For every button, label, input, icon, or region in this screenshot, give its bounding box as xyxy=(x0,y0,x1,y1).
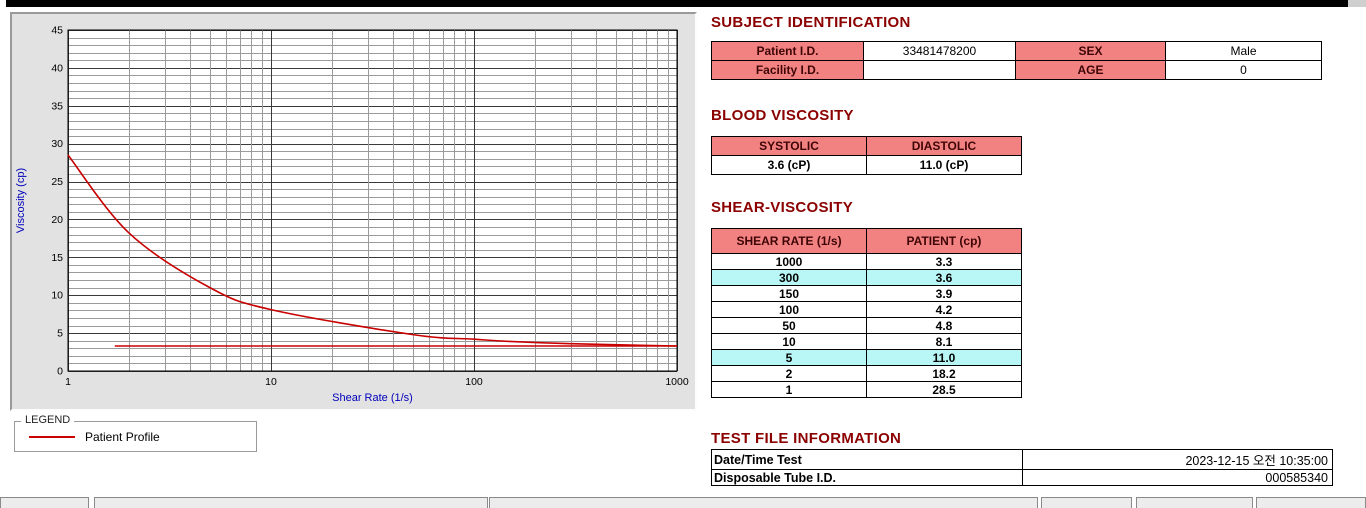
table-row: 2 18.2 xyxy=(711,365,1022,382)
bottom-button-fragment[interactable] xyxy=(1256,497,1366,508)
diastolic-header: DIASTOLIC xyxy=(866,136,1022,156)
table-row: 10 8.1 xyxy=(711,333,1022,350)
patient-id-value: 33481478200 xyxy=(863,41,1016,61)
test-file-information-table: Date/Time Test 2023-12-15 오전 10:35:00 Di… xyxy=(711,449,1333,486)
legend-line xyxy=(29,435,75,438)
legend-entry-label: Patient Profile xyxy=(85,429,160,444)
svg-text:20: 20 xyxy=(51,214,63,226)
table-row: 1000 3.3 xyxy=(711,253,1022,270)
viscosity-cell: 11.0 xyxy=(866,349,1022,366)
svg-text:35: 35 xyxy=(51,100,63,112)
chart-panel: 0 5 10 15 20 25 30 35 40 45 1 10 100 1000 Shear Rate (… xyxy=(10,12,697,411)
viscosity-cell: 28.5 xyxy=(866,381,1022,398)
shear-rate-cell: 300 xyxy=(711,269,867,286)
bottom-panel-fragment[interactable] xyxy=(94,497,488,508)
bottom-button-fragment[interactable] xyxy=(1136,497,1253,508)
subject-identification-title: SUBJECT IDENTIFICATION xyxy=(711,14,911,31)
age-value: 0 xyxy=(1165,60,1322,80)
systolic-header: SYSTOLIC xyxy=(711,136,867,156)
table-row: 3.6 (cP) 11.0 (cP) xyxy=(711,155,1022,175)
svg-text:1: 1 xyxy=(65,376,71,388)
table-row: Patient I.D. 33481478200 SEX Male xyxy=(711,41,1322,61)
shear-rate-cell: 2 xyxy=(711,365,867,382)
table-row: Disposable Tube I.D. 000585340 xyxy=(711,469,1333,486)
table-row: Facility I.D. AGE 0 xyxy=(711,60,1322,80)
subject-identification-table: Patient I.D. 33481478200 SEX Male Facili… xyxy=(711,41,1322,80)
window-top-corner xyxy=(1348,0,1366,7)
blood-viscosity-title: BLOOD VISCOSITY xyxy=(711,107,854,124)
viscosity-cell: 3.6 xyxy=(866,269,1022,286)
svg-text:45: 45 xyxy=(51,25,63,37)
svg-text:5: 5 xyxy=(57,328,63,340)
table-row: SYSTOLIC DIASTOLIC xyxy=(711,136,1022,156)
viscosity-cell: 8.1 xyxy=(866,333,1022,350)
viscosity-chart: 0 5 10 15 20 25 30 35 40 45 1 10 100 1000 Shear Rate (… xyxy=(15,25,689,405)
facility-id-label: Facility I.D. xyxy=(711,60,864,80)
svg-text:15: 15 xyxy=(51,252,63,264)
patient-cp-header: PATIENT (cp) xyxy=(866,228,1022,254)
shear-rate-cell: 100 xyxy=(711,301,867,318)
bottom-button-fragment[interactable] xyxy=(1041,497,1132,508)
svg-text:40: 40 xyxy=(51,62,63,74)
viscosity-cell: 4.2 xyxy=(866,301,1022,318)
tube-id-label: Disposable Tube I.D. xyxy=(711,469,1023,486)
date-time-label: Date/Time Test xyxy=(711,449,1023,470)
svg-text:10: 10 xyxy=(51,290,63,302)
legend-box: LEGEND Patient Profile xyxy=(14,414,257,452)
table-row: Date/Time Test 2023-12-15 오전 10:35:00 xyxy=(711,449,1333,470)
table-row: 150 3.9 xyxy=(711,285,1022,302)
facility-id-value xyxy=(863,60,1016,80)
diastolic-value: 11.0 (cP) xyxy=(866,155,1022,175)
svg-text:100: 100 xyxy=(465,376,483,388)
shear-viscosity-table: SHEAR RATE (1/s) PATIENT (cp) 1000 3.3 3… xyxy=(711,228,1022,398)
patient-id-label: Patient I.D. xyxy=(711,41,864,61)
age-label: AGE xyxy=(1015,60,1166,80)
sex-value: Male xyxy=(1165,41,1322,61)
table-row: 100 4.2 xyxy=(711,301,1022,318)
shear-rate-cell: 150 xyxy=(711,285,867,302)
shear-rate-cell: 50 xyxy=(711,317,867,334)
legend-title: LEGEND xyxy=(21,414,75,426)
viscosity-cell: 3.3 xyxy=(866,253,1022,270)
blood-viscosity-table: SYSTOLIC DIASTOLIC 3.6 (cP) 11.0 (cP) xyxy=(711,136,1022,175)
shear-rate-cell: 1 xyxy=(711,381,867,398)
table-row: 5 11.0 xyxy=(711,349,1022,366)
date-time-value: 2023-12-15 오전 10:35:00 xyxy=(1022,449,1333,470)
shear-rate-cell: 1000 xyxy=(711,253,867,270)
svg-text:30: 30 xyxy=(51,138,63,150)
table-row: 50 4.8 xyxy=(711,317,1022,334)
viscosity-cell: 4.8 xyxy=(866,317,1022,334)
shear-viscosity-title: SHEAR-VISCOSITY xyxy=(711,199,854,216)
viscosity-cell: 3.9 xyxy=(866,285,1022,302)
tube-id-value: 000585340 xyxy=(1022,469,1333,486)
svg-text:Viscosity (cp): Viscosity (cp) xyxy=(15,168,27,233)
window-top-edge xyxy=(6,0,1348,7)
systolic-value: 3.6 (cP) xyxy=(711,155,867,175)
sex-label: SEX xyxy=(1015,41,1166,61)
svg-text:1000: 1000 xyxy=(665,376,689,388)
shear-rate-header: SHEAR RATE (1/s) xyxy=(711,228,867,254)
shear-rate-cell: 5 xyxy=(711,349,867,366)
shear-rate-cell: 10 xyxy=(711,333,867,350)
table-row: SHEAR RATE (1/s) PATIENT (cp) xyxy=(711,228,1022,254)
svg-text:25: 25 xyxy=(51,176,63,188)
svg-text:10: 10 xyxy=(265,376,277,388)
bottom-panel-fragment[interactable] xyxy=(489,497,1038,508)
test-file-information-title: TEST FILE INFORMATION xyxy=(711,430,902,447)
table-row: 1 28.5 xyxy=(711,381,1022,398)
svg-text:0: 0 xyxy=(57,366,63,378)
viscosity-cell: 18.2 xyxy=(866,365,1022,382)
table-row: 300 3.6 xyxy=(711,269,1022,286)
bottom-button-fragment[interactable] xyxy=(0,497,89,508)
svg-text:Shear Rate (1/s): Shear Rate (1/s) xyxy=(332,392,413,404)
